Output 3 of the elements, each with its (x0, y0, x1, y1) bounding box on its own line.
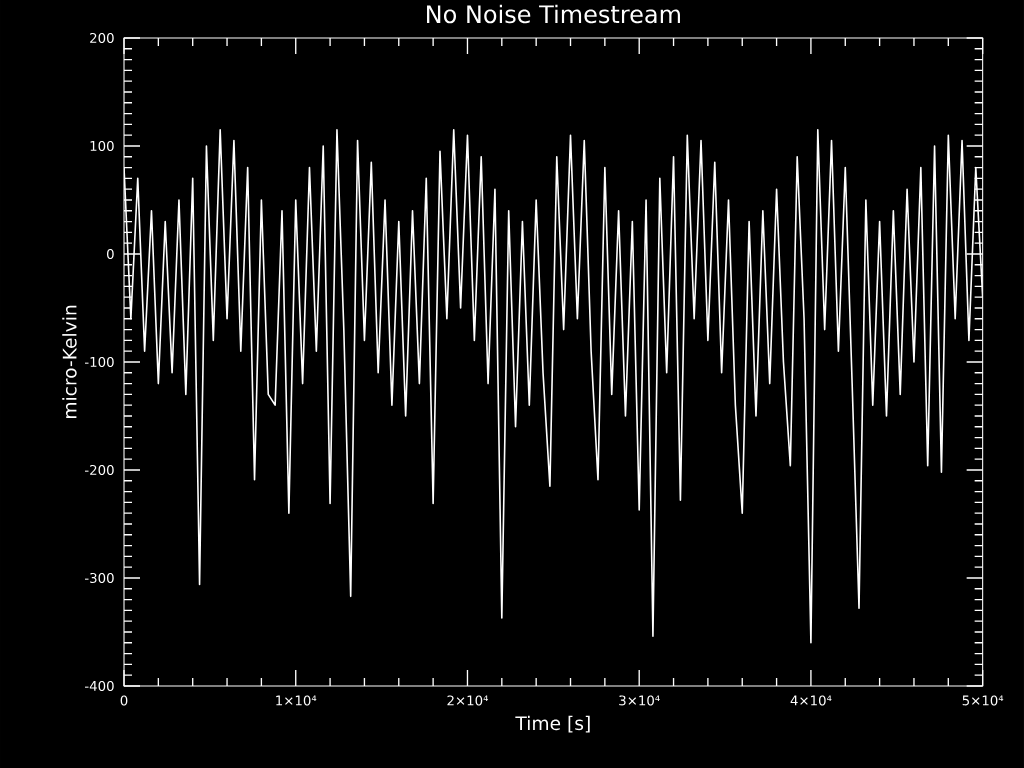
x-axis-title: Time [s] (515, 715, 590, 733)
chart-title: No Noise Timestream (427, 4, 680, 24)
y-axis-title: micro-Kelvin (62, 305, 77, 418)
